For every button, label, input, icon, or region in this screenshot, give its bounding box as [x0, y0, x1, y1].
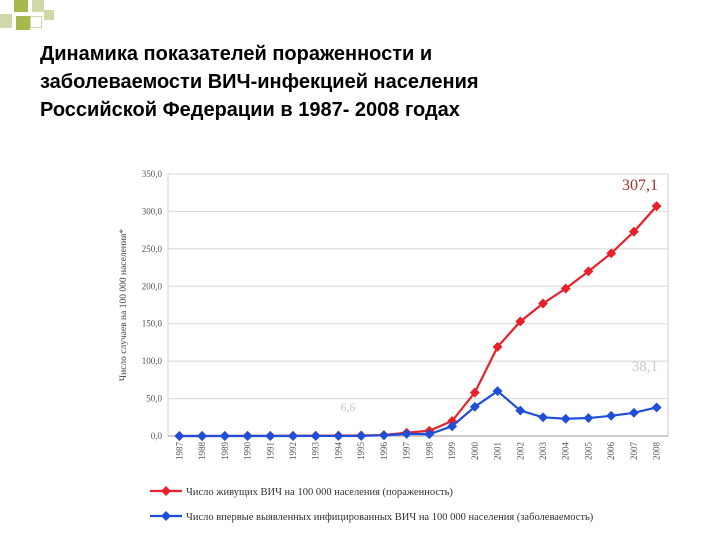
x-tick-label: 2001: [493, 442, 503, 460]
data-point: [356, 430, 367, 441]
legend: Число живущих ВИЧ на 100 000 населения (…: [150, 486, 594, 523]
title-line: Динамика показателей пораженности и: [40, 43, 433, 65]
data-point: [606, 410, 617, 421]
data-point: [538, 298, 548, 309]
data-point: [515, 405, 526, 416]
deco-square: [32, 0, 44, 12]
data-point: [219, 431, 230, 441]
data-point: [583, 413, 594, 423]
x-tick-label: 1995: [356, 442, 366, 461]
data-point: [447, 421, 458, 432]
data-point: [651, 402, 662, 413]
data-label: 6,6: [341, 400, 356, 414]
x-tick-label: 2008: [652, 442, 662, 461]
y-tick-label: 100,0: [142, 356, 163, 366]
y-tick-label: 350,0: [142, 169, 163, 179]
x-tick-label: 2000: [470, 442, 480, 461]
x-tick-label: 1990: [243, 442, 253, 461]
data-point: [538, 412, 548, 423]
x-tick-label: 1994: [333, 442, 343, 461]
slide-title: Динамика показателей пораженности и забо…: [40, 40, 680, 124]
deco-square: [0, 14, 12, 28]
series-line: [179, 205, 658, 438]
y-tick-labels: 0,0 50,0 100,0 150,0 200,0 250,0 300,0 350,0: [142, 169, 163, 441]
data-point: [628, 407, 639, 418]
data-point: [265, 431, 276, 441]
x-tick-label: 1989: [220, 442, 230, 461]
legend-marker: [161, 511, 171, 521]
data-label: 307,1: [622, 177, 658, 194]
x-tick-label: 1991: [265, 442, 275, 460]
x-tick-label: 2007: [629, 442, 639, 461]
data-point: [310, 430, 321, 441]
data-point: [651, 201, 662, 212]
data-point: [378, 430, 389, 441]
x-tick-label: 1999: [447, 442, 457, 461]
data-point: [197, 431, 208, 441]
x-tick-label: 2003: [538, 442, 548, 461]
data-label: 38,1: [632, 359, 658, 375]
y-tick-label: 250,0: [142, 244, 163, 254]
data-point: [492, 386, 503, 397]
grid-lines: [167, 173, 669, 437]
x-tick-label: 2002: [515, 442, 525, 460]
data-point: [174, 431, 185, 441]
title-line: Российской Федерации в 1987- 2008 годах: [40, 99, 460, 121]
x-tick-label: 2004: [561, 442, 571, 461]
data-point: [242, 431, 253, 441]
data-point: [583, 266, 594, 277]
x-tick-label: 1992: [288, 442, 298, 460]
x-tick-label: 1987: [174, 442, 184, 461]
series-layer: [174, 201, 662, 441]
data-point: [492, 341, 503, 352]
title-line: заболеваемости ВИЧ-инфекцией населения: [40, 71, 479, 93]
x-tick-label: 1998: [424, 442, 434, 461]
y-tick-label: 200,0: [142, 281, 163, 291]
data-point: [469, 401, 480, 412]
x-tick-label: 1996: [379, 442, 389, 461]
data-point: [333, 430, 344, 441]
data-point: [288, 431, 298, 441]
deco-square: [16, 16, 30, 30]
y-tick-label: 300,0: [142, 206, 163, 216]
x-tick-label: 1993: [311, 442, 321, 461]
y-tick-label: 0,0: [151, 431, 163, 441]
x-tick-label: 1988: [197, 442, 207, 461]
data-point: [424, 429, 435, 440]
deco-square: [14, 0, 28, 12]
data-point: [515, 316, 526, 327]
y-tick-label: 150,0: [142, 319, 163, 329]
y-axis-label: Число случаев на 100 000 населения*: [119, 229, 129, 381]
annotations: 307,1 38,1 6,6: [341, 177, 659, 414]
deco-square: [44, 10, 54, 20]
series-line: [179, 389, 657, 438]
legend-label: Число живущих ВИЧ на 100 000 населения (…: [186, 487, 453, 498]
plot-area: [167, 173, 669, 437]
y-tick-label: 50,0: [146, 394, 162, 404]
x-tick-label: 2005: [583, 442, 593, 461]
legend-label: Число впервые выявленных инфицированных …: [186, 512, 594, 523]
legend-marker: [161, 486, 171, 496]
data-point: [469, 387, 480, 398]
x-tick-labels: 1987 1988 1989 1990 1991 1992 1993 1994 1995 1996…: [174, 442, 661, 461]
data-point: [560, 283, 571, 294]
x-tick-label: 2006: [606, 442, 616, 461]
data-point: [628, 226, 639, 237]
deco-square: [30, 16, 42, 28]
data-point: [560, 413, 571, 424]
data-point: [401, 428, 412, 439]
data-point: [606, 248, 617, 259]
x-tick-label: 1997: [402, 442, 412, 461]
